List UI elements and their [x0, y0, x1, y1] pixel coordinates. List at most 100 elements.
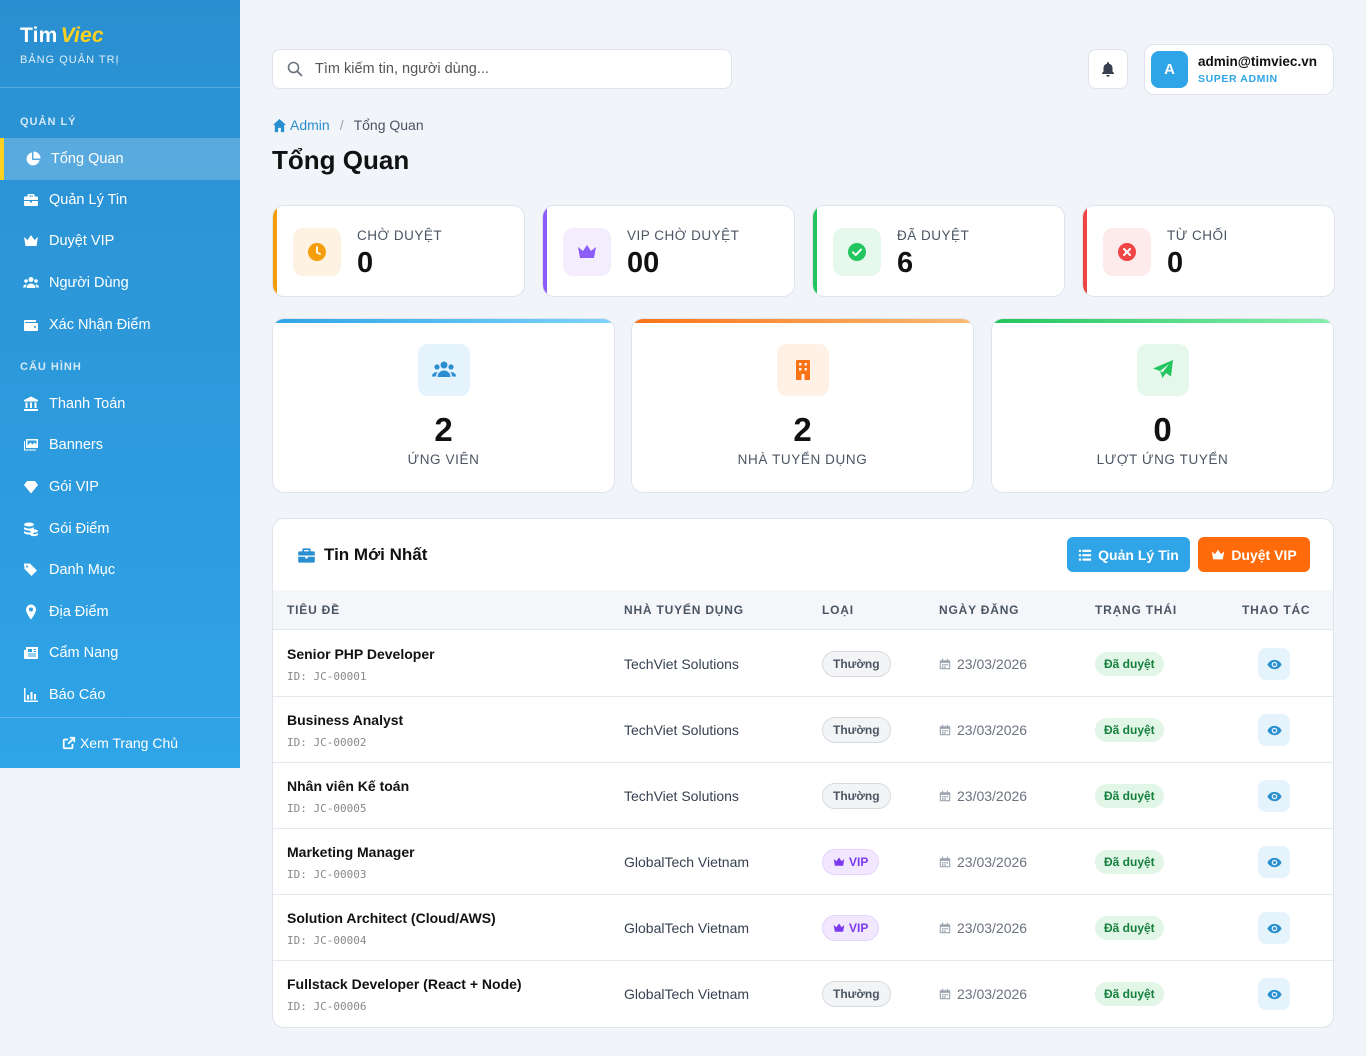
sidebar-item-label: Người Dùng [49, 275, 129, 291]
coins-icon [22, 521, 39, 538]
table-row[interactable]: Solution Architect (Cloud/AWS) ID: JC-000… [273, 895, 1333, 961]
sidebar-item-label: Banners [49, 437, 104, 453]
avatar: A [1151, 51, 1188, 88]
sidebar-item-locations[interactable]: Địa Điểm [0, 591, 240, 633]
user-menu[interactable]: A admin@timviec.vn SUPER ADMIN [1144, 44, 1334, 95]
status-badge: Đã duyệt [1095, 784, 1164, 808]
stat-card-approved[interactable]: ĐÃ DUYỆT 6 [812, 205, 1065, 297]
view-homepage-link[interactable]: Xem Trang Chủ [0, 717, 240, 768]
newspaper-icon [22, 645, 39, 662]
job-title[interactable]: Marketing Manager [287, 844, 415, 860]
stat-value: 0 [357, 247, 374, 279]
job-date: 23/03/2026 [939, 722, 1027, 738]
view-button[interactable] [1258, 648, 1290, 680]
column-header-title[interactable]: TIÊU ĐỀ [287, 603, 340, 617]
brand-name-part2: Viec [60, 24, 104, 47]
search-input[interactable]: Tìm kiếm tin, người dùng... [272, 49, 732, 89]
stat-card-pending[interactable]: CHỜ DUYỆT 0 [272, 205, 525, 297]
view-button[interactable] [1258, 978, 1290, 1010]
table-row[interactable]: Marketing Manager ID: JC-00003 GlobalTech … [273, 829, 1333, 895]
building-icon [776, 344, 829, 396]
chart-pie-icon [24, 151, 41, 168]
eye-icon [1266, 791, 1282, 801]
summary-card-applications[interactable]: 0 LƯỢT ỨNG TUYỂN [991, 318, 1334, 493]
brand: Tim Viec BẢNG QUẢN TRỊ [0, 0, 240, 88]
calendar-icon [939, 856, 951, 868]
sidebar-item-handbook[interactable]: Cẩm Nang [0, 632, 240, 674]
sidebar-item-payment[interactable]: Thanh Toán [0, 383, 240, 425]
sidebar-item-point-packages[interactable]: Gói Điểm [0, 508, 240, 550]
sidebar-item-jobs[interactable]: Quản Lý Tin [0, 179, 240, 221]
table-row[interactable]: Fullstack Developer (React + Node) ID: JC… [273, 961, 1333, 1027]
table-row[interactable]: Nhân viên Kế toán ID: JC-00005 TechViet So… [273, 763, 1333, 829]
job-date-label: 23/03/2026 [957, 788, 1028, 804]
sidebar-item-overview[interactable]: Tổng Quan [0, 138, 240, 180]
stat-accent-bar [813, 206, 817, 296]
stat-value: 6 [897, 247, 914, 279]
sidebar-item-points-confirm[interactable]: Xác Nhận Điểm [0, 304, 240, 346]
job-date: 23/03/2026 [939, 854, 1027, 870]
calendar-icon [939, 724, 951, 736]
table-header: TIÊU ĐỀ NHÀ TUYỂN DỤNG LOẠI NGÀY ĐĂNG TR… [273, 590, 1333, 630]
sidebar-item-label: Gói Điểm [49, 521, 110, 537]
stat-card-vip-pending[interactable]: VIP CHỜ DUYỆT 00 [542, 205, 795, 297]
stat-label: ĐÃ DUYỆT [897, 228, 970, 243]
column-header-employer[interactable]: NHÀ TUYỂN DỤNG [624, 603, 744, 617]
approve-vip-label: Duyệt VIP [1231, 546, 1297, 563]
column-header-status[interactable]: TRẠNG THÁI [1095, 603, 1177, 617]
table-row[interactable]: Senior PHP Developer ID: JC-00001 TechViet… [273, 631, 1333, 697]
gem-icon [22, 479, 39, 496]
breadcrumb: Admin / Tổng Quan [272, 117, 424, 133]
eye-icon [1266, 989, 1282, 999]
column-header-type[interactable]: LOẠI [822, 603, 854, 617]
view-button[interactable] [1258, 714, 1290, 746]
manage-jobs-button[interactable]: Quản Lý Tin [1067, 537, 1190, 572]
sidebar-item-categories[interactable]: Danh Mục [0, 549, 240, 591]
job-title[interactable]: Senior PHP Developer [287, 646, 435, 662]
summary-card-employers[interactable]: 2 NHÀ TUYỂN DỤNG [631, 318, 974, 493]
chart-line-icon [22, 687, 39, 704]
job-type-badge: Thường [822, 981, 891, 1007]
table-row[interactable]: Business Analyst ID: JC-00002 TechViet Sol… [273, 697, 1333, 763]
calendar-icon [939, 922, 951, 934]
summary-value: 0 [1153, 411, 1172, 448]
search-placeholder: Tìm kiếm tin, người dùng... [315, 61, 489, 77]
status-badge: Đã duyệt [1095, 982, 1164, 1006]
stat-label: CHỜ DUYỆT [357, 228, 443, 243]
sidebar-item-vip-approval[interactable]: Duyệt VIP [0, 220, 240, 262]
breadcrumb-home[interactable]: Admin [272, 117, 330, 133]
briefcase-icon [22, 192, 39, 209]
view-button[interactable] [1258, 780, 1290, 812]
notifications-button[interactable] [1088, 49, 1128, 89]
column-header-date[interactable]: NGÀY ĐĂNG [939, 603, 1020, 617]
sidebar-item-users[interactable]: Người Dùng [0, 262, 240, 304]
sidebar-item-vip-packages[interactable]: Gói VIP [0, 466, 240, 508]
job-date-label: 23/03/2026 [957, 722, 1028, 738]
sidebar-item-label: Cẩm Nang [49, 645, 119, 661]
stat-accent-bar [1083, 206, 1087, 296]
summary-label: NHÀ TUYỂN DỤNG [737, 452, 868, 467]
summary-card-candidates[interactable]: 2 ỨNG VIÊN [272, 318, 615, 493]
sidebar-item-reports[interactable]: Báo Cáo [0, 674, 240, 716]
job-employer: TechViet Solutions [624, 722, 739, 738]
sidebar-section-manage: QUẢN LÝ [20, 116, 77, 128]
job-title[interactable]: Solution Architect (Cloud/AWS) [287, 910, 496, 926]
sidebar-item-label: Quản Lý Tin [49, 192, 128, 208]
approve-vip-button[interactable]: Duyệt VIP [1198, 537, 1310, 572]
job-title[interactable]: Fullstack Developer (React + Node) [287, 976, 522, 992]
brand-logo[interactable]: Tim Viec [20, 24, 220, 48]
sidebar-item-banners[interactable]: Banners [0, 424, 240, 466]
stat-card-rejected[interactable]: TỪ CHỐI 0 [1082, 205, 1335, 297]
job-title[interactable]: Nhân viên Kế toán [287, 778, 410, 794]
sidebar-item-label: Thanh Toán [49, 396, 126, 412]
job-title[interactable]: Business Analyst [287, 712, 404, 728]
status-badge: Đã duyệt [1095, 916, 1164, 940]
bank-icon [22, 396, 39, 413]
view-button[interactable] [1258, 912, 1290, 944]
view-button[interactable] [1258, 846, 1290, 878]
stat-label: TỪ CHỐI [1167, 228, 1228, 243]
clock-icon [293, 228, 341, 276]
user-role: SUPER ADMIN [1198, 73, 1278, 85]
users-icon [22, 275, 39, 292]
summary-accent-bar [273, 319, 614, 323]
